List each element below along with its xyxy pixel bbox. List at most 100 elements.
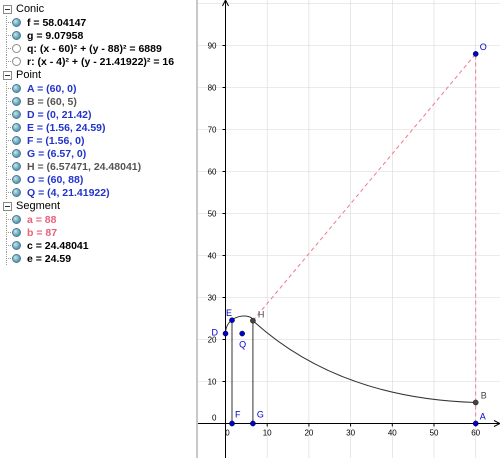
tick-labels: 0 10 20 30 40 50 60 0 10 20 30 40 50 60 70 80 90 (208, 42, 481, 438)
tree-line (6, 101, 11, 102)
y-tick-label: 0 (212, 414, 217, 423)
algebra-item[interactable]: H = (6.57471, 24.48041) (6, 160, 141, 173)
points: O H ED Q B A F G (212, 42, 487, 427)
y-tick-label: 30 (208, 294, 217, 303)
point-E (229, 317, 235, 324)
visibility-on-icon[interactable] (12, 84, 21, 93)
visibility-on-icon[interactable] (12, 228, 21, 237)
collapse-icon[interactable] (3, 4, 12, 14)
group-header-segment[interactable]: Segment (0, 199, 60, 213)
x-tick-label: 30 (346, 429, 355, 438)
algebra-item[interactable]: q: (x - 60)² + (y - 88)² = 6889 (6, 42, 162, 55)
view-divider[interactable] (196, 0, 198, 458)
graphics-canvas[interactable]: 0 10 20 30 40 50 60 0 10 20 30 40 50 60 70 80 90 O H ED Q B A… (198, 0, 500, 458)
y-tick-label: 90 (208, 42, 217, 51)
group-header-conic[interactable]: Conic (0, 2, 44, 16)
construction-objects (225, 53, 477, 424)
tree-line (6, 232, 11, 233)
tree-line (6, 48, 11, 49)
tree-line (6, 22, 11, 23)
x-tick-label: 10 (263, 429, 272, 438)
object-definition: b = 87 (27, 226, 58, 239)
object-definition: g = 9.07958 (27, 29, 84, 42)
group-title: Segment (16, 200, 61, 212)
visibility-off-icon[interactable] (12, 44, 21, 53)
visibility-on-icon[interactable] (12, 123, 21, 132)
algebra-item[interactable]: f = 58.04147 (6, 16, 87, 29)
point-label-F: F (235, 410, 241, 420)
x-axis-arrow (493, 420, 500, 427)
point-H (250, 317, 256, 324)
y-axis-arrow (222, 0, 229, 7)
group-title: Conic (16, 3, 45, 15)
point-B (472, 399, 479, 406)
algebra-item[interactable]: B = (60, 5) (6, 95, 77, 108)
point-label-A: A (480, 412, 486, 422)
visibility-on-icon[interactable] (12, 254, 21, 263)
visibility-on-icon[interactable] (12, 241, 21, 250)
object-definition: a = 88 (27, 213, 57, 226)
object-definition: G = (6.57, 0) (27, 147, 87, 160)
visibility-on-icon[interactable] (12, 149, 21, 158)
algebra-item[interactable]: e = 24.59 (6, 252, 72, 265)
collapse-icon[interactable] (3, 70, 12, 80)
tree-line (6, 192, 11, 193)
y-tick-label: 70 (208, 126, 217, 135)
tree-line (6, 88, 11, 89)
tree-line (6, 127, 11, 128)
segment-b (252, 53, 477, 322)
algebra-item[interactable]: E = (1.56, 24.59) (6, 121, 106, 134)
collapse-icon[interactable] (3, 201, 12, 211)
x-tick-label: 60 (471, 429, 480, 438)
object-definition: c = 24.48041 (27, 239, 89, 252)
algebra-item[interactable]: Q = (4, 21.41922) (6, 186, 110, 199)
object-definition: r: (x - 4)² + (y - 21.41922)² = 16 (27, 55, 175, 68)
point-A (472, 420, 479, 427)
algebra-item[interactable]: r: (x - 4)² + (y - 21.41922)² = 16 (6, 55, 175, 68)
visibility-on-icon[interactable] (12, 18, 21, 27)
tree-line (6, 258, 11, 259)
tree-line (6, 35, 11, 36)
y-tick-label: 10 (208, 378, 217, 387)
object-definition: q: (x - 60)² + (y - 88)² = 6889 (27, 42, 162, 55)
algebra-item[interactable]: c = 24.48041 (6, 239, 89, 252)
group-header-point[interactable]: Point (0, 68, 41, 82)
y-tick-label: 60 (208, 168, 217, 177)
algebra-item[interactable]: O = (60, 88) (6, 173, 83, 186)
algebra-item[interactable]: D = (0, 21.42) (6, 108, 92, 121)
visibility-on-icon[interactable] (12, 31, 21, 40)
algebra-item[interactable]: A = (60, 0) (6, 82, 77, 95)
algebra-item[interactable]: g = 9.07958 (6, 29, 84, 42)
tree-line (6, 114, 11, 115)
visibility-on-icon[interactable] (12, 110, 21, 119)
algebra-item[interactable]: b = 87 (6, 226, 58, 239)
visibility-on-icon[interactable] (12, 136, 21, 145)
algebra-view: Conic f = 58.04147 g = 9.07958 q: (x - 60)²… (0, 0, 196, 458)
tree-line (6, 245, 11, 246)
visibility-off-icon[interactable] (12, 57, 21, 66)
point-label-B: B (481, 391, 487, 401)
x-tick-label: 20 (304, 429, 313, 438)
point-O (472, 51, 479, 57)
tree-line (6, 153, 11, 154)
point-label-H: H (258, 310, 265, 320)
point-Q (239, 330, 245, 337)
x-tick-label: 0 (225, 429, 230, 438)
object-definition: B = (60, 5) (27, 95, 77, 108)
point-D (222, 330, 229, 337)
visibility-on-icon[interactable] (12, 97, 21, 106)
tree-line (6, 140, 11, 141)
algebra-item[interactable]: F = (1.56, 0) (6, 134, 84, 147)
visibility-on-icon[interactable] (12, 175, 21, 184)
object-definition: e = 24.59 (27, 252, 72, 265)
visibility-on-icon[interactable] (12, 215, 21, 224)
object-definition: f = 58.04147 (27, 16, 87, 29)
visibility-on-icon[interactable] (12, 188, 21, 197)
visibility-on-icon[interactable] (12, 162, 21, 171)
group-title: Point (16, 69, 42, 81)
object-definition: A = (60, 0) (27, 82, 77, 95)
algebra-item[interactable]: G = (6.57, 0) (6, 147, 87, 160)
algebra-item[interactable]: a = 88 (6, 213, 57, 226)
x-tick-label: 40 (388, 429, 397, 438)
